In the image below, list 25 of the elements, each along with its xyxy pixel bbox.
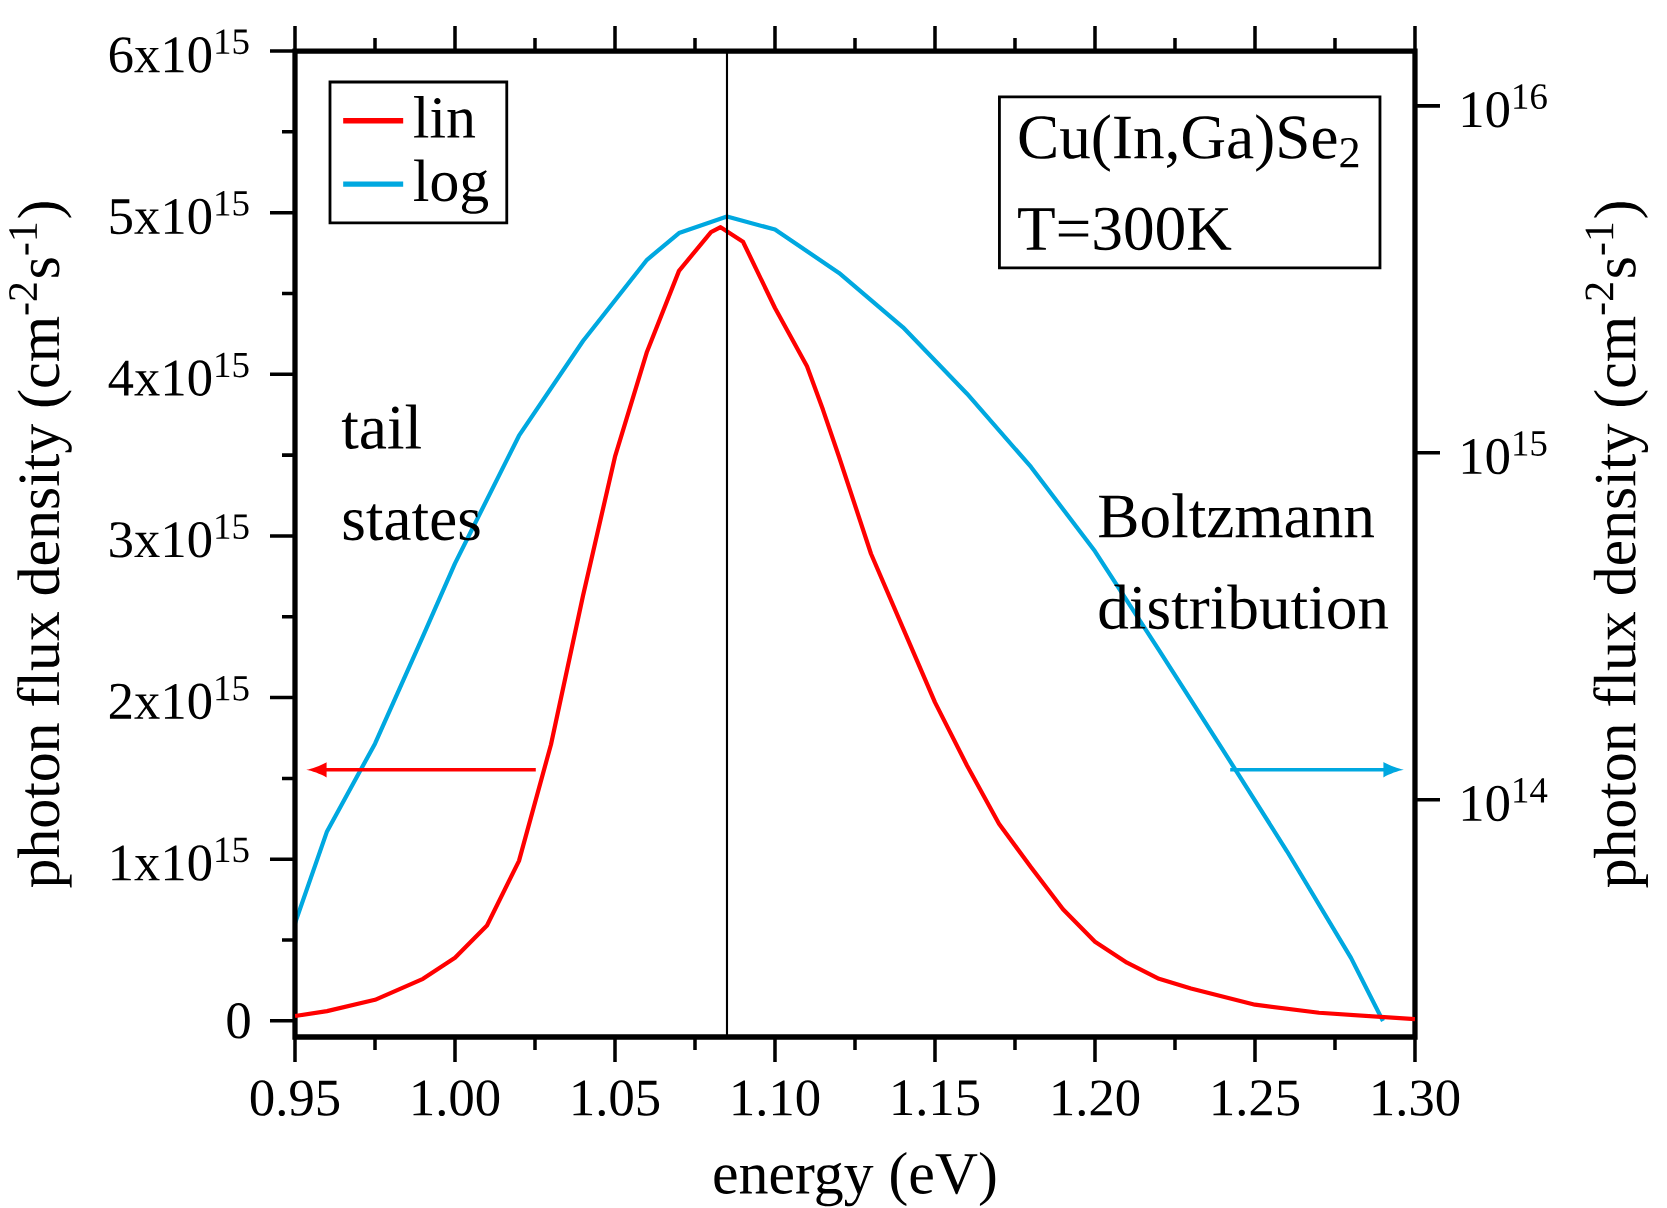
legend-label: log — [414, 159, 489, 214]
x-tick-label: 1.05 — [573, 1080, 660, 1117]
y-tick-label: 3x10$^{15}$ — [110, 514, 249, 558]
x-tick-label: 1.20 — [1053, 1080, 1140, 1117]
x-tick-label: 1.10 — [733, 1080, 820, 1117]
x-tick-label: 1.30 — [1373, 1080, 1460, 1117]
y-axis-title: photon flux density (cm$^{-2}$s$^{-1}$) — [9, 202, 72, 888]
x-tick-label: 0.95 — [250, 1080, 340, 1117]
annotation: T=300K — [1018, 207, 1232, 251]
x-tick-label: 1.00 — [413, 1080, 500, 1117]
y2-tick-label: 10$^{16}$ — [1462, 84, 1547, 128]
y-tick-label: 2x10$^{15}$ — [109, 675, 249, 720]
y2-tick-label: 10$^{14}$ — [1462, 778, 1548, 822]
x-tick-label: 1.15 — [893, 1080, 980, 1116]
y-tick-label: 6x10$^{15}$ — [109, 29, 249, 73]
y-tick-label: 5x10$^{15}$ — [110, 191, 249, 235]
y2-tick-label: 10$^{15}$ — [1462, 431, 1547, 475]
annotation: Cu(In,Ga)Se$_{2}$ — [1019, 114, 1359, 172]
y-tick-label: 4x10$^{15}$ — [108, 352, 249, 396]
legend-label: lin — [414, 96, 476, 138]
x-axis-title: energy (eV) — [714, 1151, 996, 1207]
y-tick-label: 1x10$^{15}$ — [112, 837, 249, 881]
y-tick-label: 0 — [227, 1003, 250, 1039]
x-tick-label: 1.25 — [1213, 1080, 1300, 1116]
y2-axis-title: photon flux density (cm$^{-2}$s$^{-1}$) — [1585, 202, 1649, 888]
